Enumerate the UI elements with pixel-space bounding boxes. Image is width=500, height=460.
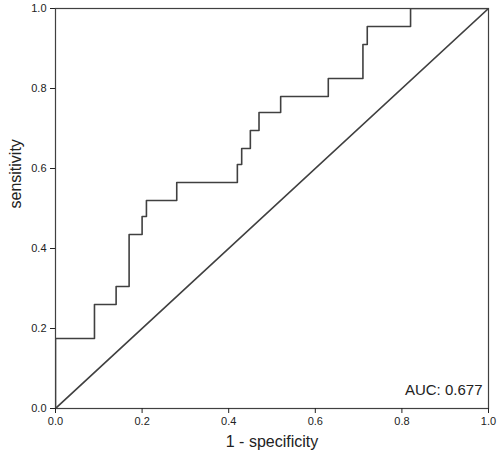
svg-text:0.8: 0.8 <box>394 415 409 427</box>
svg-text:sensitivity: sensitivity <box>7 139 24 208</box>
svg-text:1.0: 1.0 <box>481 415 496 427</box>
svg-text:0.6: 0.6 <box>308 415 323 427</box>
svg-text:AUC: 0.677: AUC: 0.677 <box>405 381 483 398</box>
svg-text:0.8: 0.8 <box>31 82 46 94</box>
svg-text:0.2: 0.2 <box>134 415 149 427</box>
svg-text:0.0: 0.0 <box>31 402 46 414</box>
svg-text:0.4: 0.4 <box>221 415 236 427</box>
svg-text:0.0: 0.0 <box>48 415 63 427</box>
svg-text:0.4: 0.4 <box>31 242 46 254</box>
svg-text:0.6: 0.6 <box>31 162 46 174</box>
svg-text:0.2: 0.2 <box>31 322 46 334</box>
svg-text:1.0: 1.0 <box>31 2 46 14</box>
svg-text:1 - specificity: 1 - specificity <box>226 433 318 450</box>
